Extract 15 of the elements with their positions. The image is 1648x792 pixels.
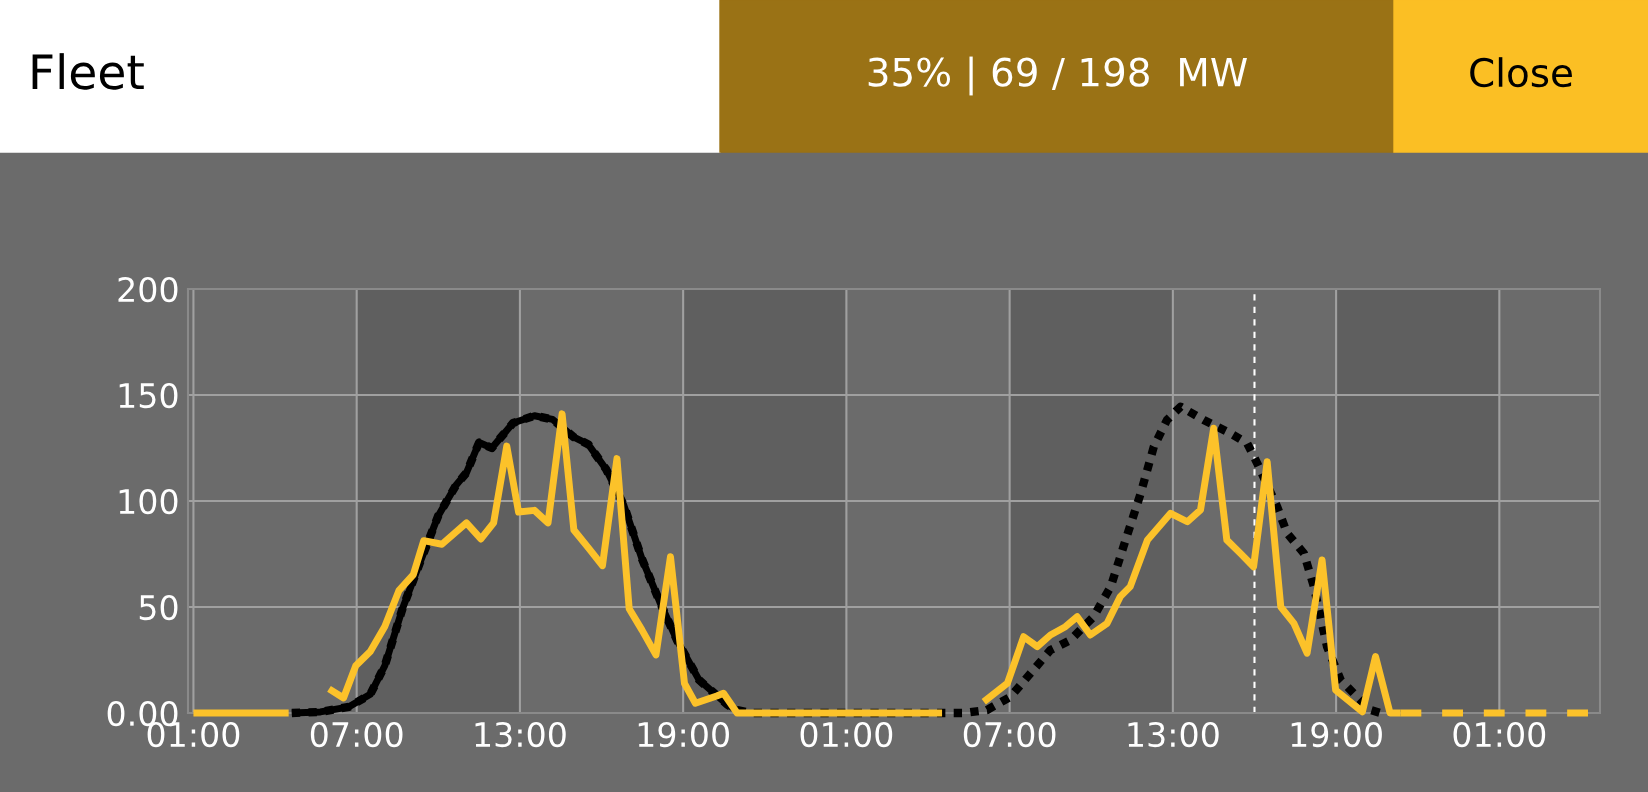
y-tick-label: 50 — [139, 594, 178, 621]
x-tick-label: 01:00 — [800, 721, 893, 748]
y-tick-label: 100 — [119, 488, 178, 515]
x-tick-label: 01:00 — [1453, 721, 1546, 748]
x-tick-label: 07:00 — [310, 721, 403, 748]
chart-title: Fleet — [32, 53, 144, 90]
chart-subtitle: 35% | 69 / 198 MW — [868, 56, 1247, 96]
x-tick-label: 13:00 — [475, 721, 566, 748]
x-tick-label: 19:00 — [638, 721, 729, 748]
x-tick-label: 07:00 — [963, 721, 1056, 748]
x-tick-label: 13:00 — [1128, 721, 1219, 748]
y-tick-label: 200 — [118, 276, 178, 303]
text: Close — [1470, 57, 1572, 88]
x-tick-label: 19:00 — [1291, 721, 1382, 748]
y-tick-label: 150 — [119, 382, 178, 409]
